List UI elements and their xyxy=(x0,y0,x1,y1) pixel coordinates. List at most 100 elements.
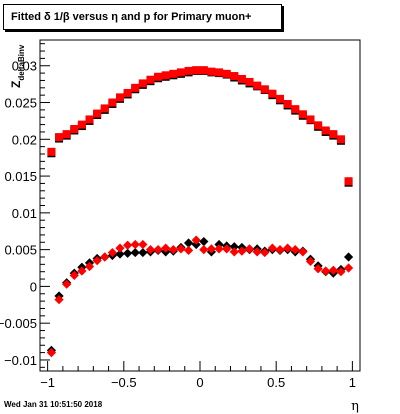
plot-frame xyxy=(39,39,361,372)
data-point xyxy=(222,69,231,78)
data-point xyxy=(343,263,354,273)
data-point xyxy=(146,75,155,84)
y-axis: −0.01 −0.005 0 0.005 0.01 0.015 0.02 0.025 0.03 xyxy=(0,43,50,368)
data-point xyxy=(130,239,140,250)
data-point xyxy=(93,109,102,118)
data-point xyxy=(237,246,247,256)
data-point xyxy=(153,245,163,255)
data-point xyxy=(199,66,208,75)
data-point xyxy=(123,88,132,97)
data-point xyxy=(191,235,201,245)
plot-border xyxy=(39,39,361,372)
data-point xyxy=(192,66,201,75)
data-point xyxy=(276,94,284,103)
data-point xyxy=(183,245,194,255)
data-points xyxy=(46,66,354,358)
data-point xyxy=(230,72,239,81)
data-point xyxy=(229,247,239,257)
data-point xyxy=(290,245,300,255)
data-point xyxy=(107,247,117,258)
y-tick-label: 0 xyxy=(30,279,37,294)
data-point xyxy=(199,245,209,255)
data-point xyxy=(169,69,178,78)
data-point xyxy=(336,135,345,144)
data-point xyxy=(54,295,64,305)
data-point xyxy=(298,110,307,119)
data-point xyxy=(176,244,186,254)
data-point xyxy=(222,244,232,254)
title-box: Fitted δ 1/β versus η and p for Primary … xyxy=(3,4,282,30)
data-point xyxy=(214,244,224,254)
y-tick-label: 0.02 xyxy=(12,132,37,147)
data-point xyxy=(161,243,171,253)
data-point xyxy=(328,265,338,275)
data-point xyxy=(145,245,156,255)
x-axis: −1 −0.5 0 0.5 1 xyxy=(40,361,356,390)
data-point xyxy=(244,244,255,254)
data-point xyxy=(344,177,353,186)
series-0 xyxy=(47,66,353,187)
data-point xyxy=(161,71,170,80)
data-point xyxy=(130,247,140,258)
y-tick-label: 0.03 xyxy=(12,59,37,74)
data-point xyxy=(343,252,354,262)
series-3 xyxy=(46,235,354,358)
data-point xyxy=(267,243,277,253)
y-tick-label: −0.01 xyxy=(4,353,37,368)
data-point xyxy=(305,256,316,267)
series-1 xyxy=(47,66,353,186)
chart-title: Fitted δ 1/β versus η and p for Primary … xyxy=(11,11,252,23)
x-tick-label: −0.5 xyxy=(111,375,137,390)
data-point xyxy=(62,130,71,139)
data-point xyxy=(260,247,270,258)
data-point xyxy=(229,242,239,252)
data-point xyxy=(283,243,293,253)
y-tick-label: −0.005 xyxy=(0,316,37,331)
x-tick-label: 0 xyxy=(196,375,203,390)
data-point xyxy=(260,85,269,94)
data-point xyxy=(275,245,285,255)
y-tick-label: 0.01 xyxy=(12,206,37,221)
data-point xyxy=(138,247,148,258)
data-point xyxy=(245,77,254,86)
data-point xyxy=(199,236,209,247)
data-point xyxy=(268,89,277,98)
data-point xyxy=(215,68,224,77)
x-tick-label: 0.5 xyxy=(267,375,285,390)
data-point xyxy=(253,81,262,90)
data-point xyxy=(62,279,72,289)
y-axis-label-text: ZdeltaBinv xyxy=(9,44,26,88)
data-point xyxy=(184,66,193,75)
data-point xyxy=(283,99,292,108)
data-point xyxy=(291,105,300,114)
data-point xyxy=(123,248,133,258)
data-point xyxy=(85,115,94,124)
data-point xyxy=(69,270,79,280)
data-point xyxy=(336,267,346,277)
data-point xyxy=(46,348,57,358)
data-point xyxy=(298,247,308,257)
data-point xyxy=(108,98,117,107)
data-point xyxy=(252,247,262,257)
series-2 xyxy=(46,236,354,356)
data-point xyxy=(321,266,331,276)
data-point xyxy=(55,133,64,142)
data-point xyxy=(116,93,124,102)
data-point xyxy=(92,256,102,266)
data-point xyxy=(77,120,86,129)
x-axis-label: η xyxy=(351,399,359,414)
data-point xyxy=(47,147,56,156)
data-point xyxy=(100,104,109,113)
data-point xyxy=(131,83,140,92)
y-tick-label: 0.025 xyxy=(4,96,37,111)
data-point xyxy=(115,243,125,253)
data-point xyxy=(138,79,147,88)
y-tick-label: 0.005 xyxy=(4,243,37,258)
data-point xyxy=(313,264,323,274)
data-point xyxy=(321,126,330,135)
data-point xyxy=(84,261,95,272)
data-point xyxy=(206,244,217,254)
data-point xyxy=(123,240,133,250)
data-point xyxy=(237,74,246,83)
